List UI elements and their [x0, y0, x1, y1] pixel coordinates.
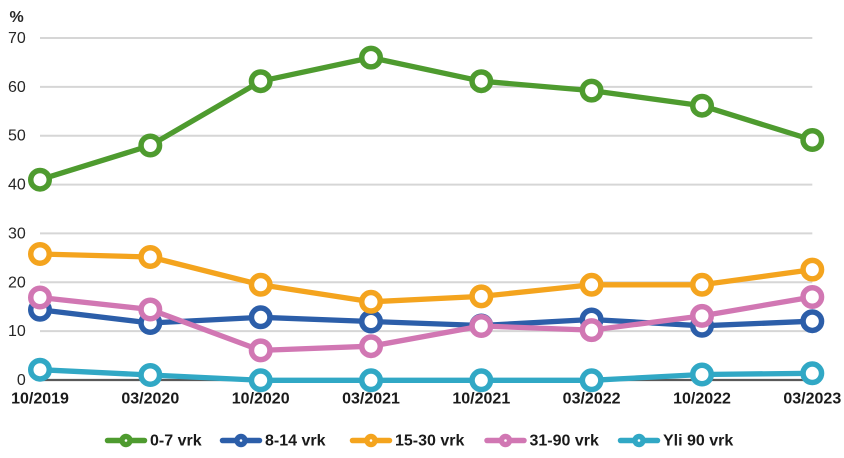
- svg-text:10/2019: 10/2019: [11, 391, 69, 408]
- svg-text:%: %: [10, 9, 24, 26]
- svg-text:03/2023: 03/2023: [783, 391, 841, 408]
- svg-text:8-14 vrk: 8-14 vrk: [265, 432, 326, 449]
- svg-text:Yli 90 vrk: Yli 90 vrk: [663, 432, 733, 449]
- svg-text:0-7 vrk: 0-7 vrk: [150, 432, 202, 449]
- svg-text:30: 30: [8, 225, 26, 242]
- svg-text:15-30 vrk: 15-30 vrk: [395, 432, 464, 449]
- svg-text:40: 40: [8, 177, 26, 194]
- svg-text:20: 20: [8, 274, 26, 291]
- svg-text:10/2021: 10/2021: [452, 391, 510, 408]
- svg-text:03/2022: 03/2022: [563, 391, 621, 408]
- svg-text:10: 10: [8, 323, 26, 340]
- svg-text:0: 0: [17, 372, 26, 389]
- svg-text:60: 60: [8, 79, 26, 96]
- svg-text:31-90 vrk: 31-90 vrk: [530, 432, 599, 449]
- svg-text:03/2020: 03/2020: [121, 391, 179, 408]
- svg-text:70: 70: [8, 30, 26, 47]
- svg-text:50: 50: [8, 128, 26, 145]
- svg-text:10/2022: 10/2022: [673, 391, 731, 408]
- svg-text:10/2020: 10/2020: [232, 391, 290, 408]
- svg-text:03/2021: 03/2021: [342, 391, 400, 408]
